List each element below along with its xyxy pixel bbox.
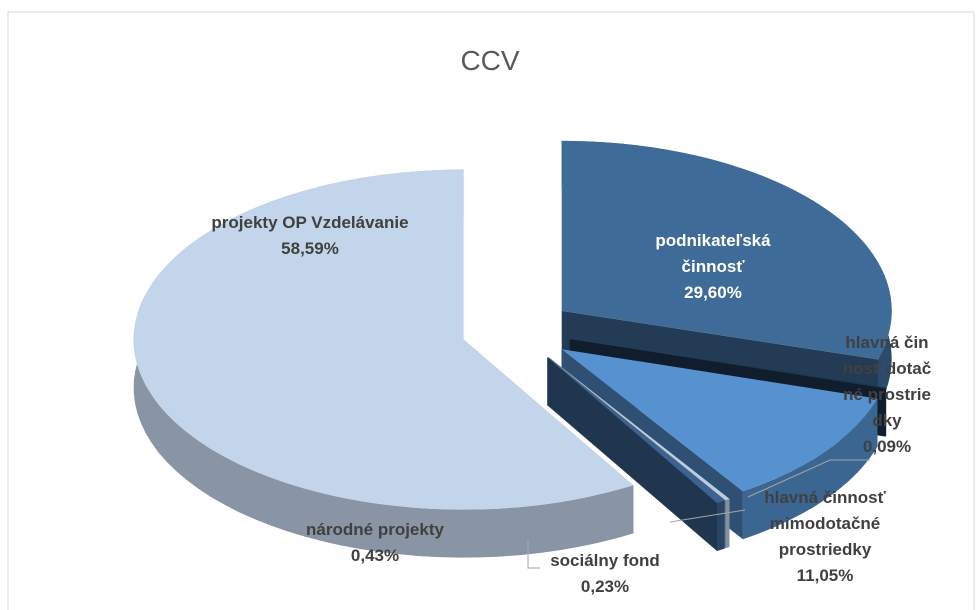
pie-slice [569, 339, 887, 389]
pie-slice [133, 169, 634, 510]
category-label: národné projekty [306, 520, 444, 539]
data-label: sociálny fond 0,23% [535, 548, 675, 600]
value-label: 0,43% [350, 546, 400, 565]
slice-side [725, 498, 730, 549]
leader-line [527, 540, 540, 569]
value-label: 58,59% [281, 239, 339, 258]
leader-line [669, 509, 746, 523]
value-label: 29,60% [684, 283, 742, 302]
slice-side [885, 387, 887, 437]
data-label: národné projekty 0,43% [265, 517, 485, 569]
data-label: projekty OP Vzdelávanie 58,59% [210, 210, 410, 262]
category-label: sociálny fond [550, 551, 660, 570]
leader-line [747, 459, 870, 498]
pie-slice [561, 140, 892, 360]
category-label: hlavná činnosť mimodotačné prostriedky [764, 488, 886, 559]
category-label: hlavná činnosť dotačné prostriedky [842, 333, 932, 430]
slice-wall [547, 357, 717, 551]
value-label: 0,09% [862, 437, 912, 456]
pie-slice [561, 349, 878, 492]
slice-side [133, 169, 634, 558]
value-label: 0,23% [580, 577, 630, 596]
category-label: projekty OP Vzdelávanie [211, 213, 409, 232]
pie-slice [548, 356, 730, 501]
value-label: 11,05% [796, 566, 854, 585]
slice-side [717, 500, 725, 551]
data-label: hlavná činnosť dotačné prostriedky 0,09% [842, 330, 932, 460]
data-label: hlavná činnosť mimodotačné prostriedky 11… [740, 485, 910, 589]
category-label: podnikateľská činnosť [655, 231, 771, 276]
pie-slice [547, 357, 725, 503]
chart-title: CCV [460, 45, 519, 76]
data-label: podnikateľská činnosť 29,60% [628, 228, 798, 306]
